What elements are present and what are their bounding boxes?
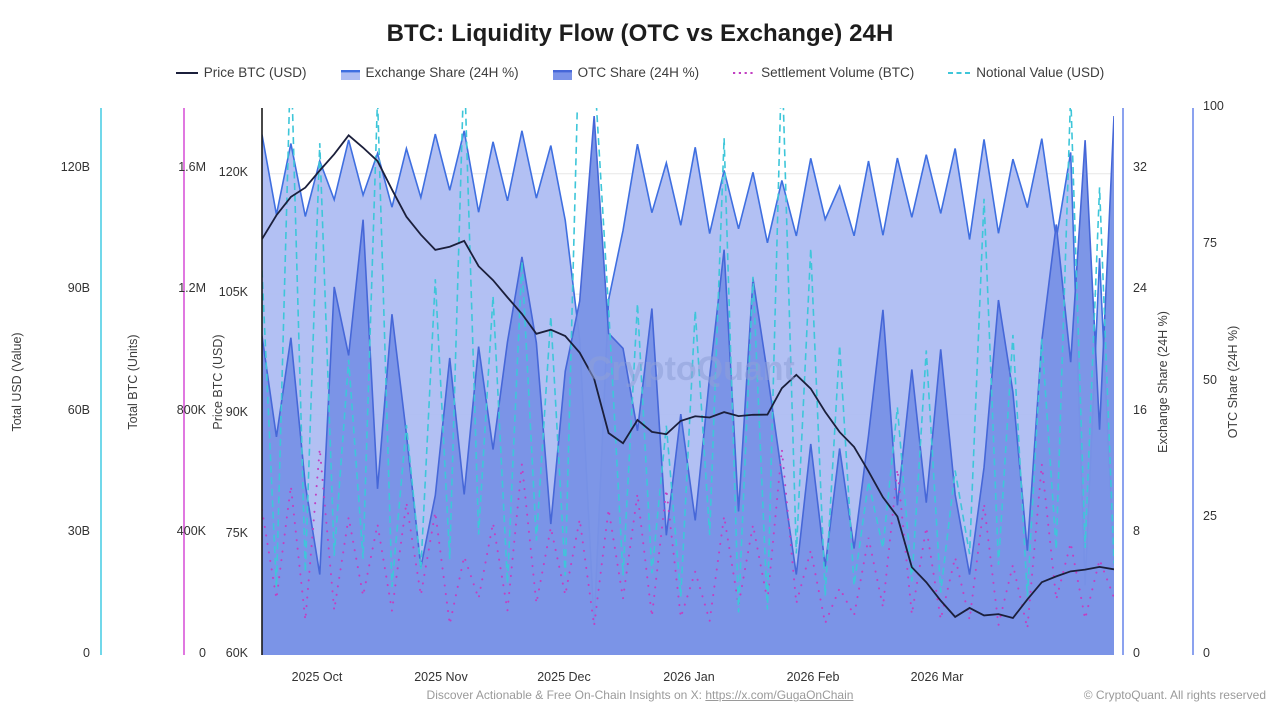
svg-text:CryptoQuant: CryptoQuant: [587, 350, 795, 388]
